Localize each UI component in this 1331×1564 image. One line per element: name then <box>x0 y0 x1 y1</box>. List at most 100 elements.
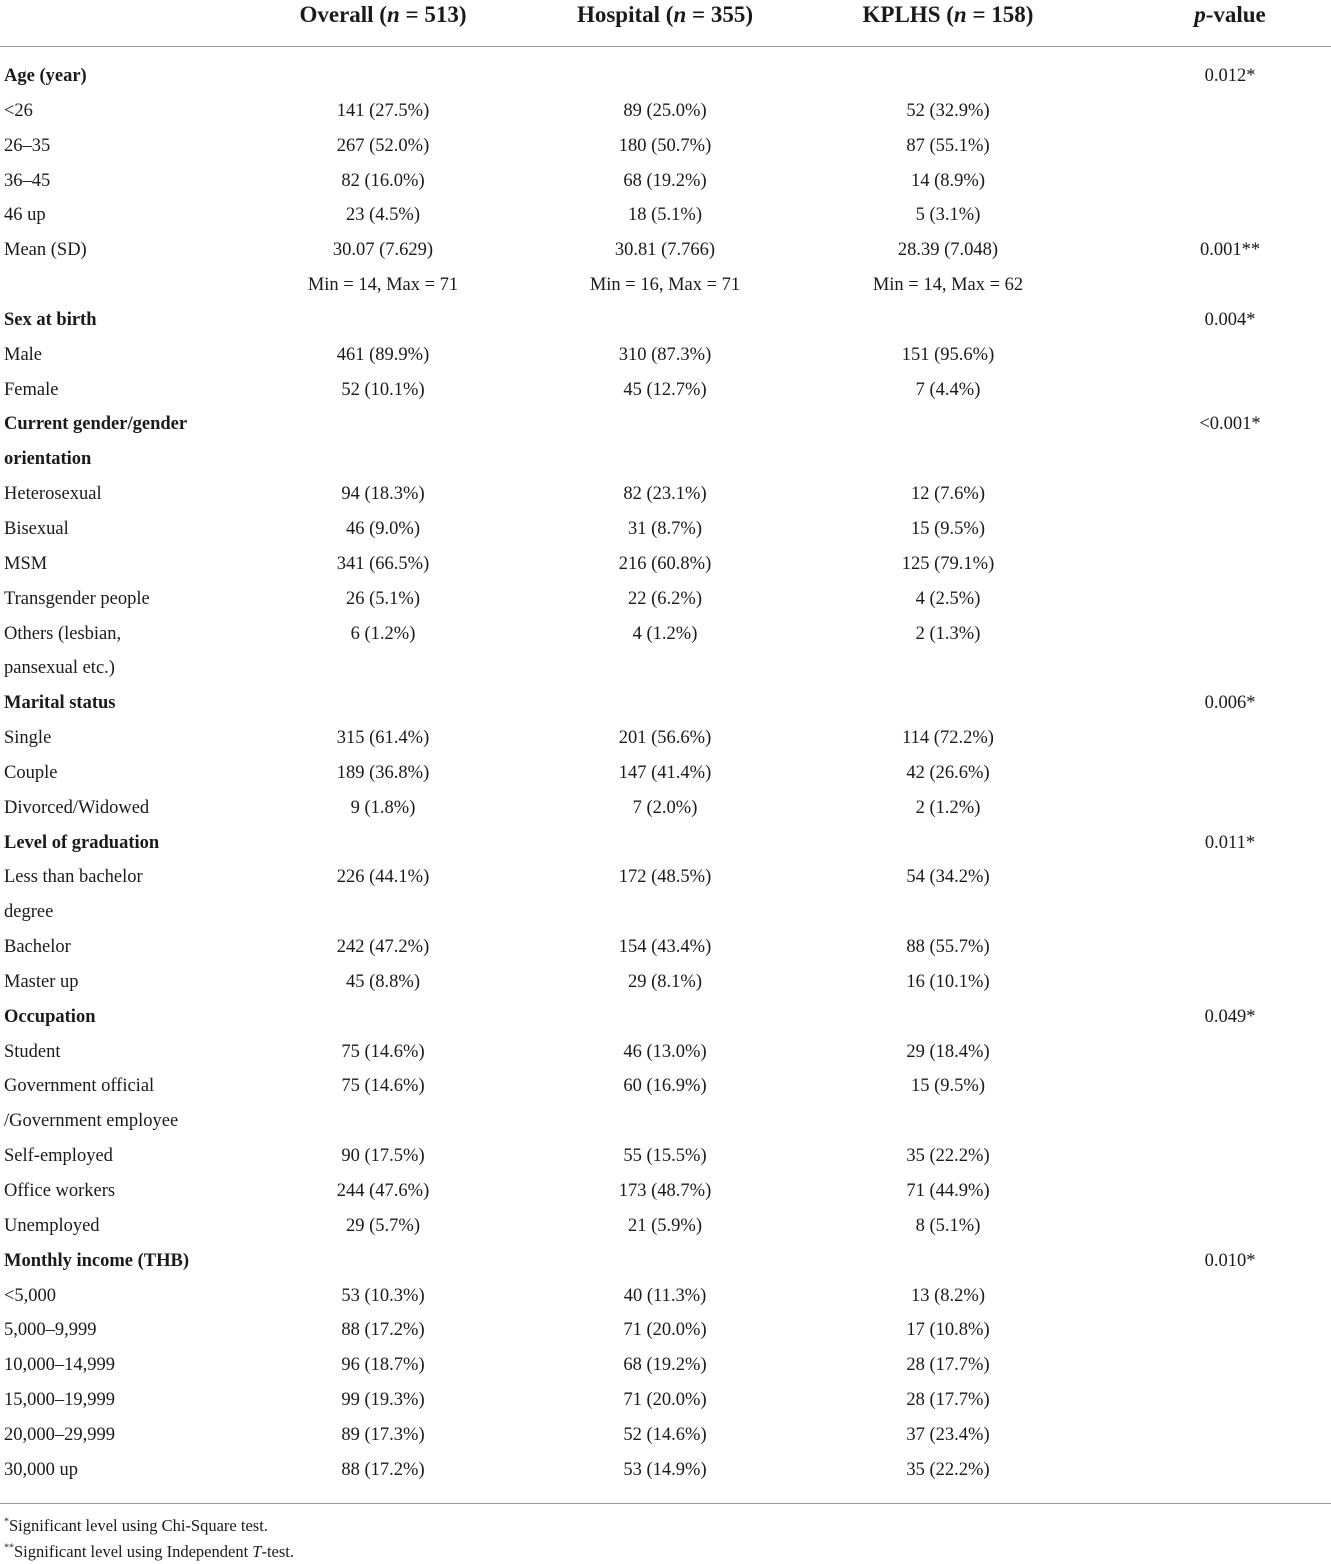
row-label: Current gender/gender <box>4 414 188 435</box>
cell-overall: 99 (19.3%) <box>341 1390 425 1411</box>
cell-kplhs: 37 (23.4%) <box>906 1424 990 1445</box>
row-label: 20,000–29,999 <box>4 1424 115 1445</box>
table-row: Female 52 (10.1%) 45 (12.7%) 7 (4.4%) <box>0 374 1331 409</box>
row-label: Others (lesbian, <box>4 623 122 644</box>
cell-hospital: 53 (14.9%) <box>623 1459 707 1480</box>
table-row: pansexual etc.) <box>0 652 1331 687</box>
cell-overall: 82 (16.0%) <box>341 170 425 191</box>
cell-hospital: 68 (19.2%) <box>623 170 707 191</box>
table-row: Office workers 244 (47.6%) 173 (48.7%) 71 (… <box>0 1175 1331 1210</box>
table-row: 46 up 23 (4.5%) 18 (5.1%) 5 (3.1%) <box>0 199 1331 234</box>
cell-kplhs: 88 (55.7%) <box>906 937 990 958</box>
cell-hospital: 21 (5.9%) <box>628 1215 702 1236</box>
table-row: <5,000 53 (10.3%) 40 (11.3%) 13 (8.2%) <box>0 1280 1331 1315</box>
cell-kplhs: 29 (18.4%) <box>906 1041 990 1062</box>
row-label: /Government employee <box>4 1111 179 1132</box>
cell-kplhs: 5 (3.1%) <box>915 205 981 226</box>
cell-hospital: 18 (5.1%) <box>628 205 702 226</box>
cell-overall: 94 (18.3%) <box>341 484 425 505</box>
cell-hospital: 45 (12.7%) <box>623 379 707 400</box>
cell-kplhs: 12 (7.6%) <box>911 484 985 505</box>
cell-hospital: 68 (19.2%) <box>623 1355 707 1376</box>
header-overall: Overall (n = 513) <box>299 2 467 27</box>
table-row: Single 315 (61.4%) 201 (56.6%) 114 (72.2%) <box>0 722 1331 757</box>
header-p-value: p-value <box>1194 2 1266 27</box>
table-row: 10,000–14,999 96 (18.7%) 68 (19.2%) 28 (17.… <box>0 1349 1331 1384</box>
table-row: 36–45 82 (16.0%) 68 (19.2%) 14 (8.9%) <box>0 165 1331 200</box>
cell-kplhs: 15 (9.5%) <box>911 1076 985 1097</box>
cell-kplhs: 54 (34.2%) <box>906 867 990 888</box>
row-label: orientation <box>4 449 92 470</box>
row-label: Age (year) <box>4 66 87 86</box>
table-row: Less than bachelor 226 (44.1%) 172 (48.5%)… <box>0 861 1331 896</box>
cell-overall: 45 (8.8%) <box>346 971 420 992</box>
table-row: /Government employee <box>0 1105 1331 1140</box>
cell-p-value: 0.049* <box>1204 1006 1256 1027</box>
row-label: 15,000–19,999 <box>4 1390 115 1411</box>
row-label: Mean (SD) <box>4 240 87 261</box>
row-label: Single <box>4 728 52 749</box>
table-row: degree <box>0 896 1331 931</box>
row-label: 5,000–9,999 <box>4 1320 97 1341</box>
cell-kplhs: 52 (32.9%) <box>906 100 990 121</box>
table-row: 30,000 up 88 (17.2%) 53 (14.9%) 35 (22.2%) <box>0 1454 1331 1489</box>
cell-hospital: 89 (25.0%) <box>623 100 707 121</box>
table-row: Master up 45 (8.8%) 29 (8.1%) 16 (10.1%) <box>0 966 1331 1001</box>
cell-hospital: 216 (60.8%) <box>618 553 712 574</box>
cell-kplhs: 87 (55.1%) <box>906 135 990 156</box>
cell-hospital: 7 (2.0%) <box>632 797 698 818</box>
cell-overall: 6 (1.2%) <box>350 623 416 644</box>
table-row: Divorced/Widowed 9 (1.8%) 7 (2.0%) 2 (1.2%) <box>0 792 1331 827</box>
cell-kplhs: 17 (10.8%) <box>906 1320 990 1341</box>
table-row: Min = 14, Max = 71 Min = 16, Max = 71 Min … <box>0 269 1331 304</box>
cell-overall: 242 (47.2%) <box>336 937 430 958</box>
cell-hospital: 4 (1.2%) <box>632 623 698 644</box>
cell-hospital: 172 (48.5%) <box>618 867 712 888</box>
row-label: Self-employed <box>4 1146 113 1167</box>
row-label: Master up <box>4 971 79 992</box>
cell-overall: 23 (4.5%) <box>346 205 420 226</box>
table-row: Unemployed 29 (5.7%) 21 (5.9%) 8 (5.1%) <box>0 1210 1331 1245</box>
row-label: pansexual etc.) <box>4 658 115 679</box>
cell-kplhs: 4 (2.5%) <box>915 588 981 609</box>
cell-overall: 53 (10.3%) <box>341 1285 425 1306</box>
row-label: Sex at birth <box>4 309 97 330</box>
cell-hospital: 71 (20.0%) <box>623 1320 707 1341</box>
cell-hospital: 60 (16.9%) <box>623 1076 707 1097</box>
row-label: 10,000–14,999 <box>4 1355 115 1376</box>
header-kplhs: KPLHS (n = 158) <box>862 2 1034 27</box>
section-row: Age (year) 0.012* <box>0 60 1331 95</box>
cell-hospital: 31 (8.7%) <box>628 518 702 539</box>
cell-overall: 244 (47.6%) <box>336 1181 430 1201</box>
cell-overall: 29 (5.7%) <box>346 1215 420 1236</box>
cell-overall: Min = 14, Max = 71 <box>307 275 459 296</box>
table-row: <26 141 (27.5%) 89 (25.0%) 52 (32.9%) <box>0 95 1331 130</box>
row-label: Level of graduation <box>4 832 160 853</box>
cell-kplhs: 13 (8.2%) <box>911 1285 985 1306</box>
table-row: MSM 341 (66.5%) 216 (60.8%) 125 (79.1%) <box>0 548 1331 583</box>
cell-hospital: 173 (48.7%) <box>618 1181 712 1201</box>
cell-hospital: 29 (8.1%) <box>628 971 702 992</box>
cell-overall: 26 (5.1%) <box>346 588 420 609</box>
table-row: 20,000–29,999 89 (17.3%) 52 (14.6%) 37 (23.… <box>0 1419 1331 1454</box>
row-label: Office workers <box>4 1181 116 1201</box>
cell-kplhs: 28.39 (7.048) <box>897 240 999 261</box>
row-label: Female <box>4 379 59 400</box>
section-row: Monthly income (THB) 0.010* <box>0 1245 1331 1280</box>
row-label: Marital status <box>4 693 116 714</box>
section-row: Marital status 0.006* <box>0 687 1331 722</box>
cell-p-value: 0.001** <box>1199 240 1261 261</box>
table-row: 26–35 267 (52.0%) 180 (50.7%) 87 (55.1%) <box>0 130 1331 165</box>
row-label: 46 up <box>4 205 46 226</box>
cell-p-value: 0.011* <box>1204 832 1256 853</box>
cell-hospital: 52 (14.6%) <box>623 1424 707 1445</box>
cell-hospital: 30.81 (7.766) <box>614 240 716 261</box>
table-row: 15,000–19,999 99 (19.3%) 71 (20.0%) 28 (17.… <box>0 1384 1331 1419</box>
table-row: Self-employed 90 (17.5%) 55 (15.5%) 35 (22.… <box>0 1140 1331 1175</box>
cell-overall: 75 (14.6%) <box>341 1076 425 1097</box>
cell-overall: 315 (61.4%) <box>336 728 430 749</box>
cell-kplhs: 42 (26.6%) <box>906 762 990 783</box>
row-label: MSM <box>4 553 48 574</box>
footnote-chi-square: *Significant level using Chi-Square test… <box>4 1516 268 1535</box>
header-hospital: Hospital (n = 355) <box>576 2 754 27</box>
